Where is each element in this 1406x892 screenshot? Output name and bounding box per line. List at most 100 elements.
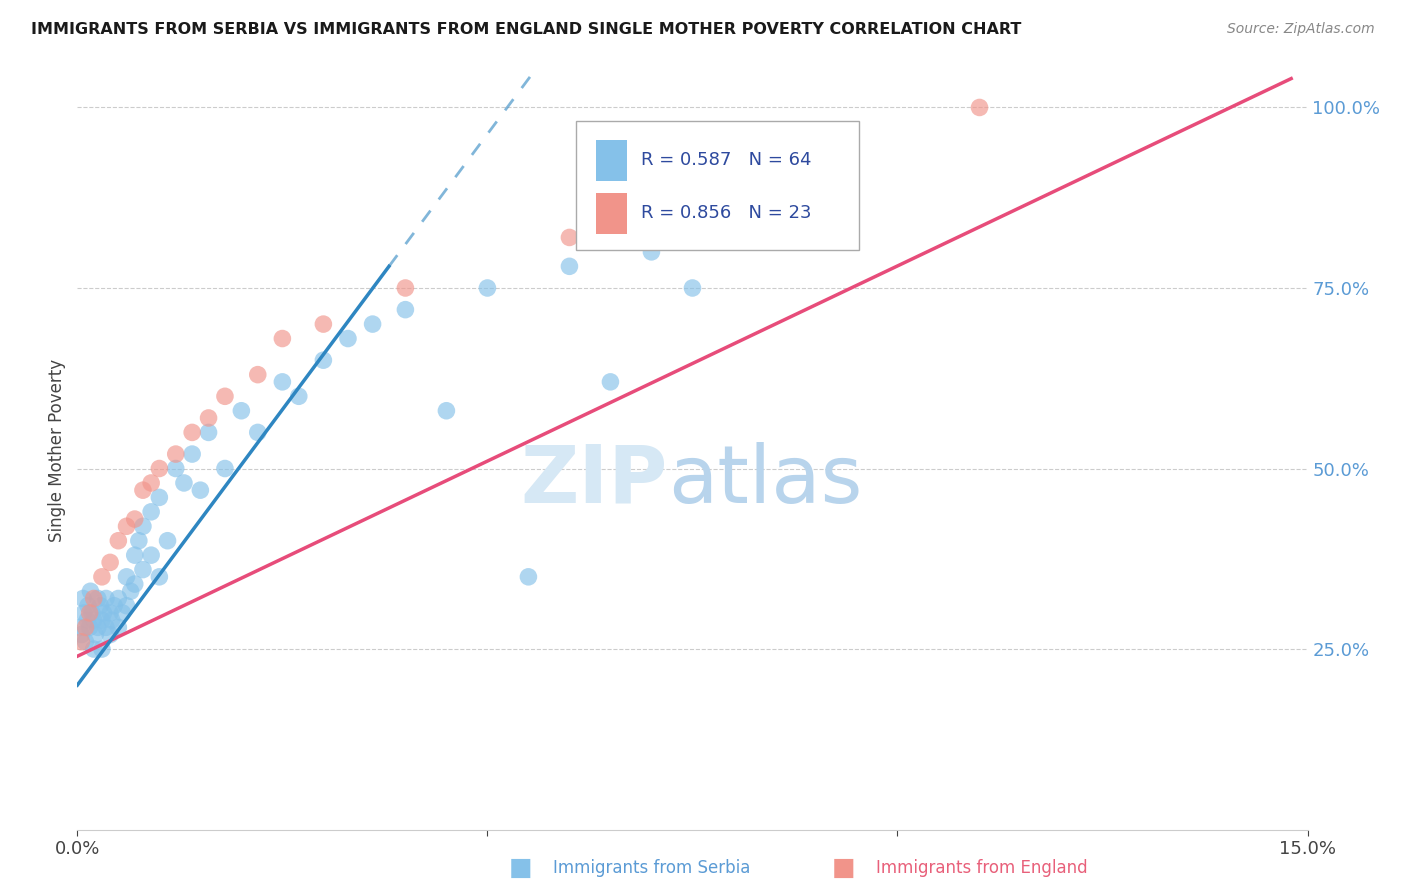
Point: [107, 533, 129, 548]
Text: Source: ZipAtlas.com: Source: ZipAtlas.com: [1227, 22, 1375, 37]
Point: [75, 635, 97, 649]
Point: [70, 635, 93, 649]
Point: [197, 425, 219, 440]
Point: [214, 461, 236, 475]
Point: [148, 461, 170, 475]
Point: [156, 533, 179, 548]
Point: [312, 317, 335, 331]
Point: [214, 389, 236, 403]
Point: [76, 613, 98, 627]
Point: [271, 332, 294, 346]
Point: [115, 570, 138, 584]
Point: [188, 483, 212, 498]
Point: [103, 599, 125, 613]
Point: [141, 548, 163, 562]
Text: Immigrants from Serbia: Immigrants from Serbia: [553, 859, 749, 877]
Point: [83, 613, 105, 627]
Point: [73, 606, 96, 620]
FancyBboxPatch shape: [575, 120, 859, 250]
Y-axis label: Single Mother Poverty: Single Mother Poverty: [48, 359, 66, 542]
Point: [90, 613, 114, 627]
Point: [89, 599, 111, 613]
Point: [763, 209, 786, 223]
Point: [124, 548, 146, 562]
Point: [246, 425, 269, 440]
Point: [87, 620, 110, 634]
Point: [94, 620, 117, 634]
Text: ■: ■: [509, 856, 531, 880]
Point: [361, 317, 384, 331]
Point: [70, 627, 93, 641]
Point: [132, 519, 155, 533]
Point: [723, 230, 745, 244]
Point: [77, 599, 100, 613]
Point: [558, 260, 581, 274]
Point: [141, 505, 163, 519]
Point: [107, 620, 129, 634]
Point: [682, 281, 704, 295]
Point: [804, 172, 827, 186]
Point: [271, 375, 294, 389]
Bar: [596, 139, 627, 181]
Point: [98, 627, 121, 641]
Point: [394, 302, 416, 317]
Bar: [596, 193, 627, 235]
Text: IMMIGRANTS FROM SERBIA VS IMMIGRANTS FROM ENGLAND SINGLE MOTHER POVERTY CORRELAT: IMMIGRANTS FROM SERBIA VS IMMIGRANTS FRO…: [31, 22, 1021, 37]
Point: [87, 591, 110, 606]
Point: [969, 100, 991, 114]
Point: [173, 475, 195, 490]
Point: [72, 591, 94, 606]
Point: [165, 461, 187, 475]
Text: ■: ■: [832, 856, 855, 880]
Point: [128, 533, 150, 548]
Point: [79, 606, 101, 620]
Point: [83, 642, 105, 657]
Point: [436, 403, 458, 417]
Point: [115, 519, 138, 533]
Point: [120, 584, 142, 599]
Point: [79, 620, 101, 634]
Point: [90, 570, 114, 584]
Point: [197, 411, 219, 425]
Point: [148, 570, 170, 584]
Point: [599, 375, 621, 389]
Point: [312, 353, 335, 368]
Point: [98, 555, 121, 569]
Point: [640, 244, 662, 259]
Point: [288, 389, 311, 403]
Point: [111, 606, 134, 620]
Point: [132, 563, 155, 577]
Text: R = 0.587   N = 64: R = 0.587 N = 64: [641, 151, 811, 169]
Text: R = 0.856   N = 23: R = 0.856 N = 23: [641, 204, 811, 222]
Point: [394, 281, 416, 295]
Point: [132, 483, 155, 498]
Point: [477, 281, 499, 295]
Point: [558, 230, 581, 244]
Point: [165, 447, 187, 461]
Point: [82, 606, 104, 620]
Text: Immigrants from England: Immigrants from England: [876, 859, 1088, 877]
Point: [94, 591, 117, 606]
Point: [84, 627, 107, 641]
Point: [148, 491, 170, 505]
Text: ZIP: ZIP: [520, 442, 668, 520]
Point: [231, 403, 253, 417]
Point: [83, 591, 105, 606]
Point: [107, 591, 129, 606]
Point: [124, 512, 146, 526]
Point: [98, 606, 121, 620]
Point: [101, 613, 124, 627]
Point: [115, 599, 138, 613]
Point: [181, 425, 204, 440]
Point: [141, 475, 163, 490]
Point: [93, 606, 115, 620]
Point: [246, 368, 269, 382]
Point: [69, 620, 91, 634]
Point: [90, 642, 114, 657]
Point: [181, 447, 204, 461]
Point: [517, 570, 540, 584]
Point: [79, 584, 101, 599]
Point: [337, 332, 360, 346]
Point: [75, 620, 97, 634]
Point: [124, 577, 146, 591]
